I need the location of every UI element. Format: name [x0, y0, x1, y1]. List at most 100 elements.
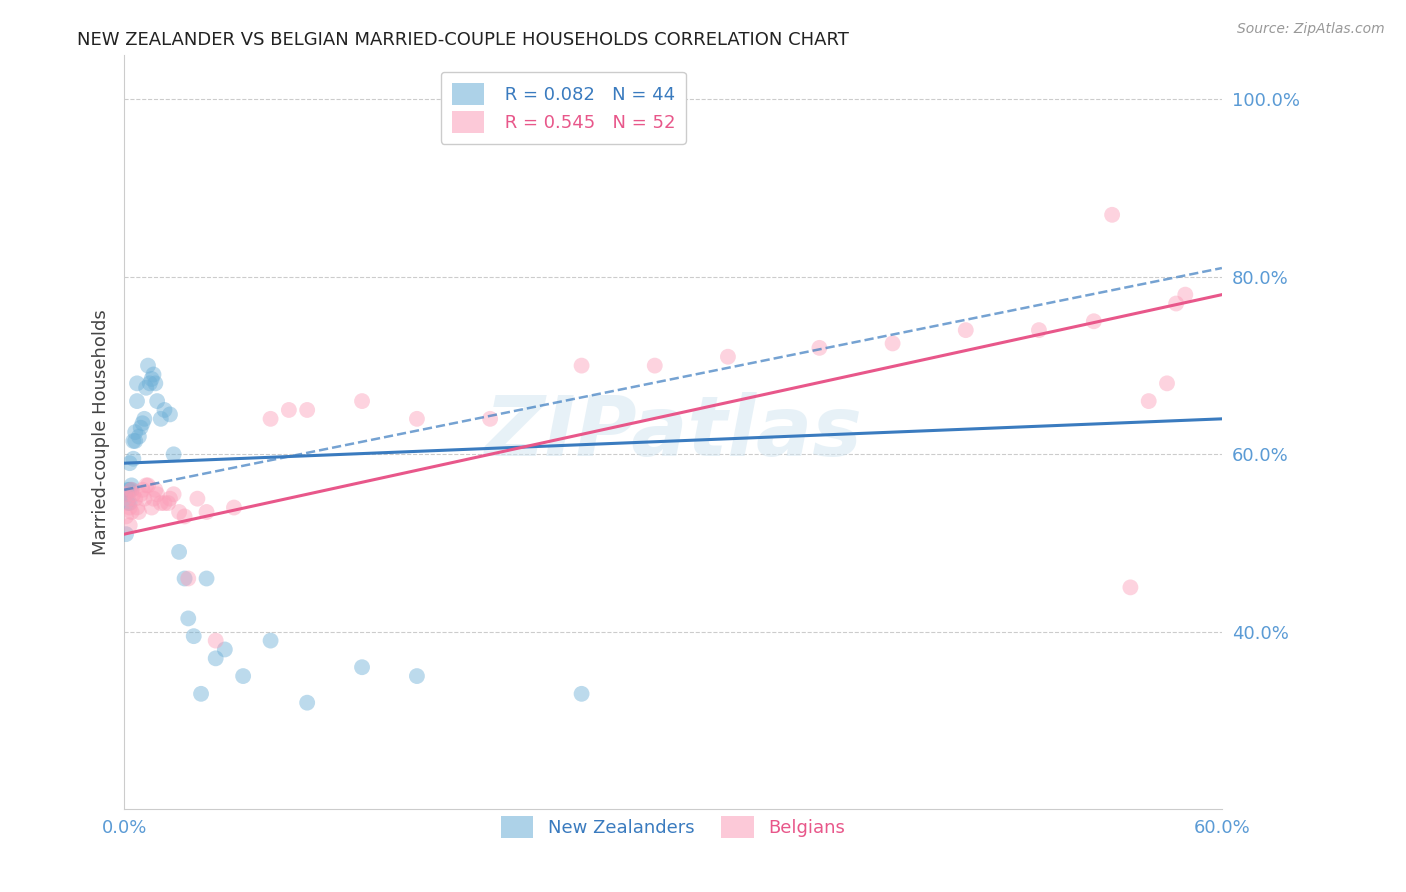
- Point: [1028, 323, 1050, 337]
- Point: [117, 483, 139, 497]
- Point: [121, 505, 143, 519]
- Point: [124, 491, 146, 506]
- Point: [134, 412, 156, 426]
- Point: [149, 496, 172, 510]
- Point: [136, 359, 159, 373]
- Point: [118, 518, 141, 533]
- Point: [115, 509, 138, 524]
- Point: [1119, 580, 1142, 594]
- Point: [159, 491, 181, 506]
- Point: [153, 403, 176, 417]
- Text: Source: ZipAtlas.com: Source: ZipAtlas.com: [1237, 22, 1385, 37]
- Point: [167, 545, 190, 559]
- Point: [195, 505, 218, 519]
- Point: [277, 403, 299, 417]
- Point: [295, 403, 318, 417]
- Point: [644, 359, 666, 373]
- Point: [135, 478, 157, 492]
- Point: [1156, 376, 1178, 391]
- Point: [808, 341, 831, 355]
- Point: [139, 376, 162, 391]
- Point: [955, 323, 977, 337]
- Point: [406, 412, 429, 426]
- Point: [149, 412, 172, 426]
- Point: [352, 660, 374, 674]
- Point: [135, 381, 157, 395]
- Point: [118, 483, 141, 497]
- Point: [1166, 296, 1188, 310]
- Point: [167, 505, 190, 519]
- Point: [128, 429, 150, 443]
- Point: [118, 456, 141, 470]
- Point: [352, 394, 374, 409]
- Point: [190, 687, 212, 701]
- Point: [222, 500, 245, 515]
- Point: [121, 483, 143, 497]
- Point: [136, 478, 159, 492]
- Point: [177, 611, 200, 625]
- Point: [129, 487, 152, 501]
- Point: [232, 669, 254, 683]
- Point: [295, 696, 318, 710]
- Point: [131, 417, 153, 431]
- Point: [115, 527, 138, 541]
- Point: [121, 478, 143, 492]
- Point: [124, 425, 146, 439]
- Point: [1083, 314, 1105, 328]
- Point: [143, 376, 166, 391]
- Point: [125, 376, 148, 391]
- Point: [131, 483, 153, 497]
- Point: [141, 372, 163, 386]
- Text: ZIPatlas: ZIPatlas: [484, 392, 862, 473]
- Point: [146, 487, 169, 501]
- Point: [162, 447, 184, 461]
- Point: [717, 350, 740, 364]
- Point: [162, 487, 184, 501]
- Point: [204, 651, 226, 665]
- Point: [115, 487, 138, 501]
- Point: [259, 633, 281, 648]
- Point: [173, 572, 195, 586]
- Point: [125, 500, 148, 515]
- Point: [134, 491, 156, 506]
- Point: [571, 687, 593, 701]
- Point: [129, 420, 152, 434]
- Point: [204, 633, 226, 648]
- Point: [117, 496, 139, 510]
- Point: [142, 368, 165, 382]
- Point: [1137, 394, 1160, 409]
- Point: [157, 496, 180, 510]
- Point: [153, 496, 176, 510]
- Point: [128, 505, 150, 519]
- Point: [882, 336, 904, 351]
- Point: [125, 394, 148, 409]
- Point: [183, 629, 205, 643]
- Text: NEW ZEALANDER VS BELGIAN MARRIED-COUPLE HOUSEHOLDS CORRELATION CHART: NEW ZEALANDER VS BELGIAN MARRIED-COUPLE …: [77, 31, 849, 49]
- Point: [121, 483, 143, 497]
- Point: [571, 359, 593, 373]
- Point: [115, 487, 138, 501]
- Point: [259, 412, 281, 426]
- Point: [124, 434, 146, 448]
- Point: [479, 412, 502, 426]
- Point: [173, 509, 195, 524]
- Legend: New Zealanders, Belgians: New Zealanders, Belgians: [494, 809, 852, 846]
- Point: [1174, 287, 1197, 301]
- Point: [214, 642, 236, 657]
- Point: [406, 669, 429, 683]
- Point: [195, 572, 218, 586]
- Point: [146, 394, 169, 409]
- Point: [118, 500, 141, 515]
- Y-axis label: Married-couple Households: Married-couple Households: [93, 310, 110, 555]
- Point: [177, 572, 200, 586]
- Point: [117, 491, 139, 506]
- Point: [143, 483, 166, 497]
- Point: [122, 434, 145, 448]
- Point: [159, 408, 181, 422]
- Point: [186, 491, 208, 506]
- Point: [141, 500, 163, 515]
- Point: [1101, 208, 1123, 222]
- Point: [122, 451, 145, 466]
- Point: [118, 496, 141, 510]
- Point: [142, 491, 165, 506]
